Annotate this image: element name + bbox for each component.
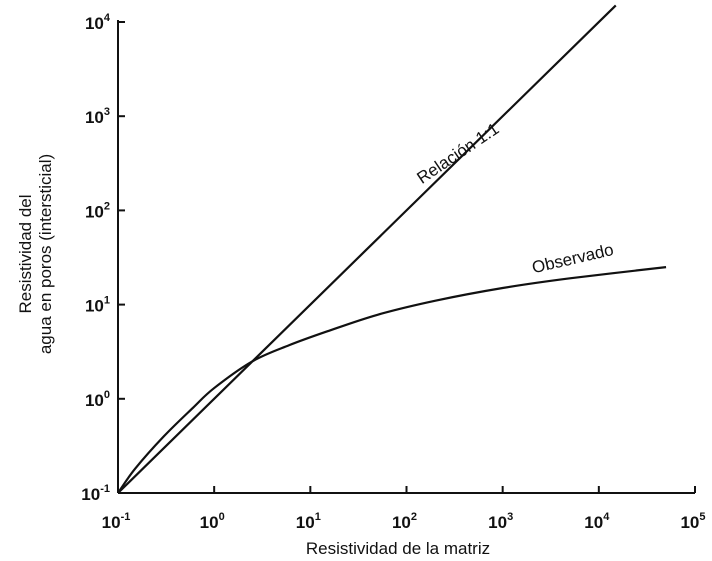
series-line-relacion bbox=[117, 4, 617, 494]
y-tick-label: 101 bbox=[85, 295, 110, 316]
x-axis-label: Resistividad de la matriz bbox=[306, 539, 490, 558]
y-axis-label-line2: agua en poros (intersticial) bbox=[36, 154, 55, 354]
x-tick-label: 104 bbox=[584, 511, 610, 532]
y-tick-label: 100 bbox=[85, 389, 110, 410]
x-tick-label: 10-1 bbox=[102, 511, 131, 532]
y-tick-label: 102 bbox=[85, 200, 110, 221]
series bbox=[117, 4, 667, 494]
x-tick-label: 105 bbox=[680, 511, 705, 532]
y-tick-label: 10-1 bbox=[81, 483, 110, 504]
x-tick-label: 100 bbox=[200, 511, 225, 532]
x-tick-label: 103 bbox=[488, 511, 513, 532]
series-line-observado bbox=[117, 266, 667, 494]
ticks: 10-1 100 101 102 103 104 105 10-1 100 101 102 103 10… bbox=[81, 12, 705, 532]
y-tick-label: 103 bbox=[85, 106, 110, 127]
y-tick-label: 104 bbox=[85, 12, 111, 33]
series-label-observado: Observado bbox=[530, 240, 615, 277]
series-label-relacion: Relación 1:1 bbox=[413, 119, 502, 188]
x-tick-label: 101 bbox=[296, 511, 321, 532]
x-tick-label: 102 bbox=[392, 511, 417, 532]
y-axis-label-line1: Resistividad del bbox=[16, 194, 35, 313]
